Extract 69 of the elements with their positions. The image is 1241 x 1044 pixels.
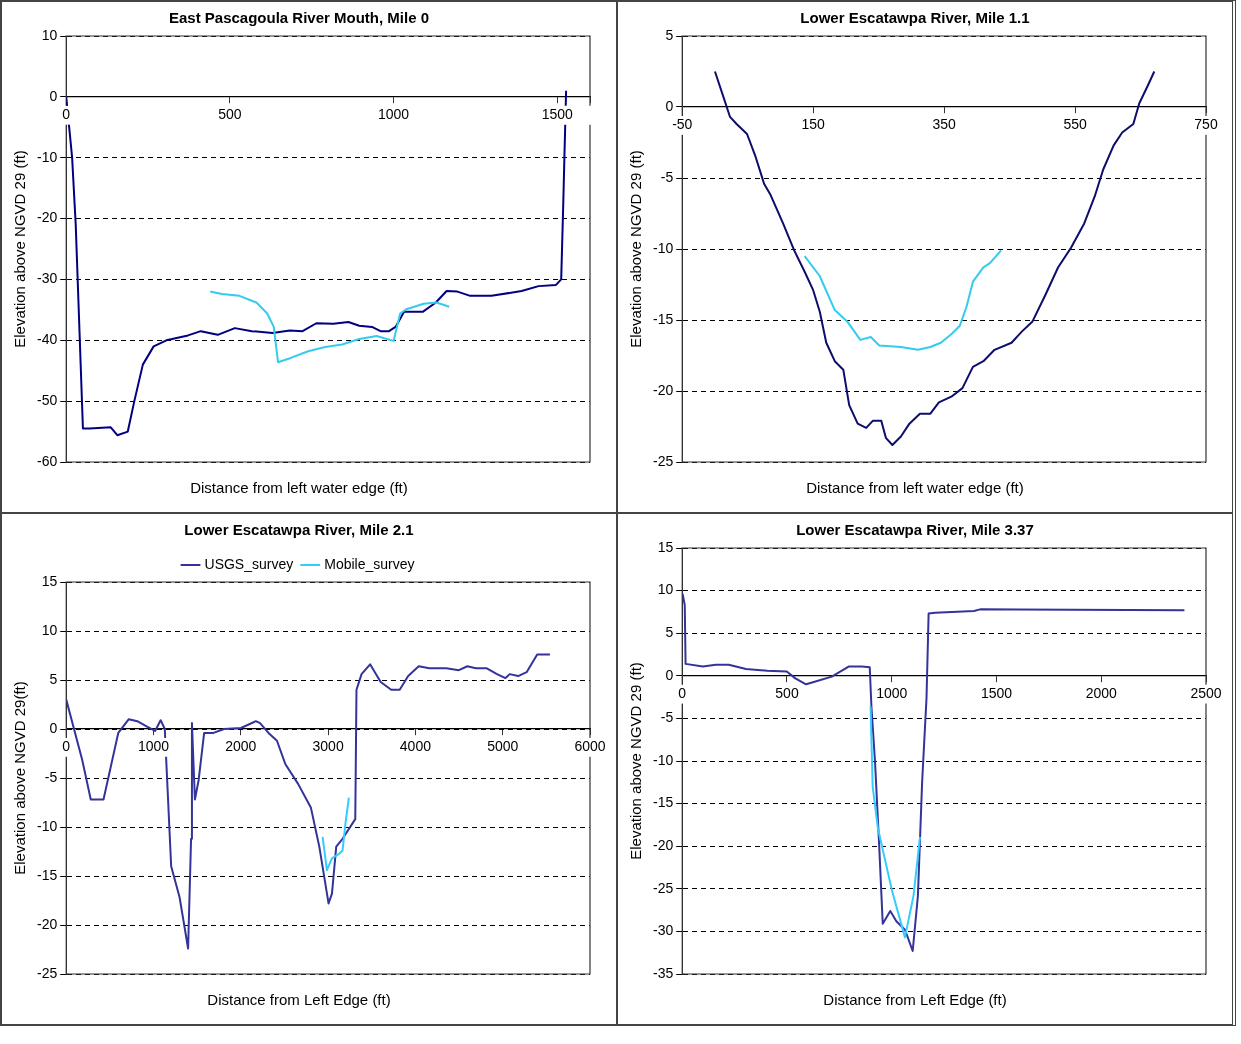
y-tick-label: 5 xyxy=(49,670,58,687)
x-tick-label: 350 xyxy=(932,116,957,133)
x-tick-label: 1500 xyxy=(541,106,574,123)
x-tick-label: 2000 xyxy=(225,738,257,755)
x-tick-label: 2500 xyxy=(1190,685,1222,702)
y-tick-label: 0 xyxy=(49,719,58,736)
y-tick-label: -20 xyxy=(653,381,674,398)
y-tick-label: 15 xyxy=(41,572,58,589)
y-tick-label: 10 xyxy=(41,621,58,638)
y-tick-label: -10 xyxy=(653,239,674,256)
x-tick-label: 1000 xyxy=(378,106,410,123)
x-tick-label: 0 xyxy=(62,106,71,123)
chart-title: Lower Escatawpa River, Mile 3.37 xyxy=(796,521,1034,539)
y-tick-label: -5 xyxy=(44,768,58,785)
y-axis-title: Elevation above NGVD 29 (ft) xyxy=(627,662,645,860)
legend-label: USGS_survey xyxy=(204,555,294,572)
y-tick-label: 0 xyxy=(665,666,674,683)
y-tick-label: -10 xyxy=(653,751,674,768)
y-tick-label: 10 xyxy=(41,26,58,43)
legend-label: Mobile_survey xyxy=(324,555,415,572)
x-tick-label: 1000 xyxy=(876,685,908,702)
y-tick-label: -60 xyxy=(37,452,58,469)
y-tick-label: 5 xyxy=(665,26,674,43)
x-tick-label: 1500 xyxy=(980,685,1013,702)
x-tick-label: 0 xyxy=(62,738,71,755)
y-tick-label: -20 xyxy=(37,209,58,226)
y-axis-title: Elevation above NGVD 29 (ft) xyxy=(627,150,645,348)
y-tick-label: 0 xyxy=(49,87,58,104)
y-tick-label: -15 xyxy=(653,310,674,327)
y-tick-label: -30 xyxy=(653,922,674,939)
y-axis-title: Elevation above NGVD 29(ft) xyxy=(11,681,29,875)
y-tick-label: -25 xyxy=(653,879,674,896)
y-tick-label: -5 xyxy=(660,709,674,726)
y-tick-label: -25 xyxy=(653,452,674,469)
x-axis-title: Distance from Left Edge (ft) xyxy=(823,991,1007,1009)
chart-title: Lower Escatawpa River, Mile 2.1 xyxy=(184,521,414,539)
chart-title: East Pascagoula River Mouth, Mile 0 xyxy=(168,9,430,27)
x-tick-label: 6000 xyxy=(574,738,606,755)
y-tick-label: 15 xyxy=(657,538,674,555)
x-tick-label: 500 xyxy=(218,106,242,123)
x-tick-label: 0 xyxy=(678,685,687,702)
y-tick-label: -5 xyxy=(660,168,674,185)
y-tick-label: -10 xyxy=(37,817,58,834)
x-tick-label: 750 xyxy=(1194,116,1218,133)
y-tick-label: -10 xyxy=(37,148,58,165)
x-tick-label: 5000 xyxy=(487,738,519,755)
y-tick-label: -30 xyxy=(37,270,58,287)
x-tick-label: 3000 xyxy=(312,738,344,755)
y-tick-label: -40 xyxy=(37,331,58,348)
x-tick-label: 1000 xyxy=(137,738,170,755)
y-axis-title: Elevation above NGVD 29 (ft) xyxy=(11,150,29,348)
x-tick-label: 550 xyxy=(1063,116,1087,133)
x-tick-label: 2000 xyxy=(1085,685,1118,702)
y-tick-label: -15 xyxy=(37,866,58,883)
y-tick-label: -20 xyxy=(653,837,674,854)
chart-title: Lower Escatawpa River, Mile 1.1 xyxy=(800,9,1030,27)
y-tick-label: 5 xyxy=(665,624,674,641)
y-tick-label: -25 xyxy=(37,964,58,981)
x-axis-title: Distance from left water edge (ft) xyxy=(806,479,1024,497)
x-axis-title: Distance from left water edge (ft) xyxy=(190,479,408,497)
y-tick-label: -35 xyxy=(653,964,674,981)
x-tick-label: 500 xyxy=(775,685,799,702)
y-tick-label: -15 xyxy=(653,794,674,811)
y-tick-label: -50 xyxy=(37,392,58,408)
y-tick-label: 10 xyxy=(657,581,674,598)
y-tick-label: -20 xyxy=(37,915,58,932)
x-tick-label: 150 xyxy=(801,116,826,133)
x-tick-label: 4000 xyxy=(399,738,432,755)
x-axis-title: Distance from Left Edge (ft) xyxy=(207,991,391,1009)
